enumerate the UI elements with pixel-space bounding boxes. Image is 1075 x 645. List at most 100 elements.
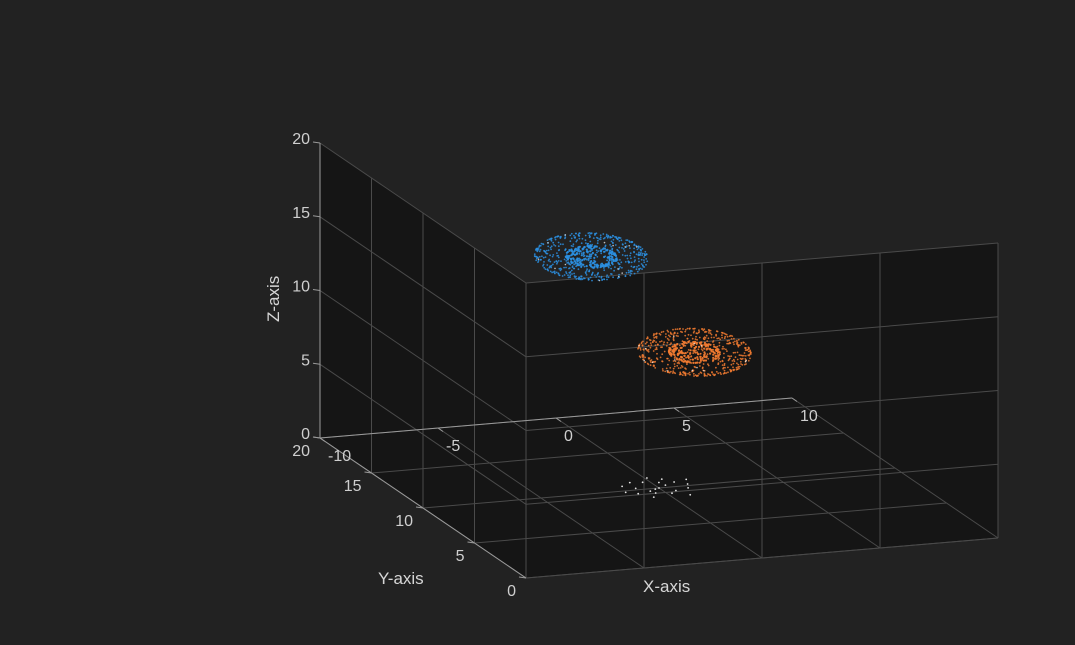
series-0-core-point (566, 258, 569, 261)
series-1-core-point (687, 340, 690, 343)
series-1-core-point (689, 349, 692, 352)
series-1-point (723, 352, 725, 355)
series-0-point (570, 237, 573, 240)
series-0-highlight (621, 272, 623, 274)
series-1-point (686, 327, 689, 330)
series-1-point (721, 336, 723, 339)
series-0-highlight (603, 241, 606, 244)
series-0-point (542, 243, 545, 246)
series-0-core-point (581, 247, 584, 250)
series-1-point (689, 373, 691, 376)
series-1-core-point (689, 342, 693, 345)
series-1-point (693, 330, 696, 333)
series-0-point (630, 261, 633, 264)
series-1-point (676, 332, 679, 335)
grid-line-y-floor (371, 432, 844, 474)
series-0-point (602, 233, 605, 235)
series-2 (621, 477, 692, 498)
series-1-point (667, 334, 670, 337)
series-1-point (692, 331, 695, 334)
series-0-point (575, 275, 577, 278)
series-1-point (736, 339, 738, 342)
series-1-point (730, 363, 733, 366)
series-0-point (629, 241, 631, 244)
plot-data (533, 232, 752, 498)
series-1-point (722, 372, 725, 375)
series-0-point (578, 276, 580, 279)
series-1-point (721, 359, 724, 362)
series-0-core-point (572, 252, 575, 255)
series-2-point (689, 493, 692, 496)
series-1-point (716, 345, 719, 348)
series-1-point (723, 332, 726, 335)
series-0-point (591, 272, 594, 275)
series-0-point (633, 244, 636, 247)
z-tick-label: 0 (301, 426, 310, 443)
series-0-point (618, 240, 621, 242)
series-1-core-point (668, 351, 671, 354)
series-0-point (553, 261, 556, 263)
series-1-point (728, 355, 731, 358)
series-1-point (655, 346, 658, 349)
series-1-point (682, 328, 684, 330)
series-1-point (672, 334, 675, 337)
series-2-point (624, 491, 627, 494)
series-0-highlight (628, 245, 630, 247)
series-0-point (536, 249, 538, 252)
series-0-point (567, 274, 569, 277)
series-1-point (749, 349, 752, 352)
series-2-point (671, 492, 673, 495)
series-0-point (641, 254, 643, 257)
series-0-point (568, 262, 570, 265)
series-0-point (578, 252, 581, 255)
series-1-core-point (705, 355, 708, 358)
series-1-point (663, 341, 665, 344)
series-0-point (580, 252, 583, 255)
grid-line-z-wall-left (319, 290, 527, 431)
series-1-point (668, 359, 671, 362)
series-1-point (660, 340, 663, 342)
series-1-point (719, 371, 722, 374)
series-0-point (617, 277, 619, 279)
series-0-point (610, 267, 612, 270)
series-1-point (691, 337, 694, 340)
series-0-point (543, 249, 545, 252)
series-0-point (544, 256, 547, 258)
series-1 (637, 327, 752, 377)
series-1-core-point (691, 358, 695, 361)
series-1-point (732, 362, 735, 365)
series-1-point (716, 352, 719, 355)
series-0-point (623, 250, 626, 252)
series-0-point (599, 236, 602, 239)
series-1-point (659, 356, 662, 359)
series-1-point (737, 338, 740, 341)
series-0-point (617, 262, 619, 264)
series-1-point (712, 343, 715, 346)
series-1-point (725, 333, 728, 336)
series-0-point (590, 255, 593, 258)
series-0-point (569, 234, 572, 237)
series-0-core-point (591, 266, 594, 269)
series-0-point (539, 248, 542, 251)
series-0-core-point (593, 246, 596, 249)
series-0-point (556, 235, 558, 238)
series-1-point (723, 362, 726, 365)
series-2-point (673, 481, 675, 483)
series-0-core-point (587, 257, 590, 260)
series-0-point (557, 254, 559, 257)
series-0-point (569, 240, 572, 243)
series-1-point (693, 375, 695, 377)
grid-line-z-wall-right (525, 463, 999, 505)
series-0-point (594, 274, 596, 277)
series-0-point (609, 244, 611, 246)
series-0-point (537, 256, 539, 259)
series-1-point (721, 364, 724, 366)
series-1-point (698, 373, 700, 375)
series-1-highlight (643, 359, 645, 362)
series-0-point (607, 266, 610, 269)
series-0-point (590, 274, 593, 276)
series-1-point (744, 355, 747, 357)
series-0-point (638, 268, 640, 271)
series-0-point (543, 261, 545, 263)
series-0-point (629, 247, 631, 250)
